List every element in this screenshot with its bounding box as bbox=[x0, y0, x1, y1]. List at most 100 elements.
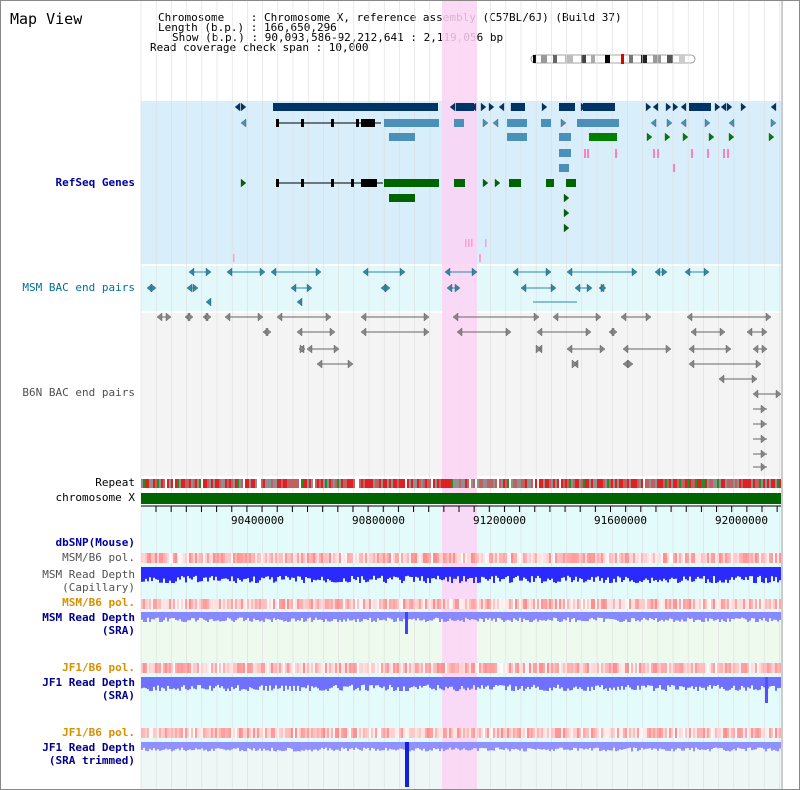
jf1-pol-mark bbox=[641, 728, 643, 738]
jf1-sra-depth bbox=[761, 677, 763, 687]
jf1-sra-depth bbox=[457, 677, 459, 691]
jf1-pol-mark bbox=[575, 663, 577, 673]
jf1-pol-mark bbox=[497, 663, 499, 673]
track-label-chromosome[interactable]: chromosome X bbox=[55, 491, 135, 504]
msm-pol-mark bbox=[751, 553, 753, 563]
jf1-trimmed-depth bbox=[373, 742, 375, 749]
jf1-pol-mark bbox=[147, 663, 149, 673]
jf1-pol-mark bbox=[341, 663, 343, 673]
repeat-mark bbox=[421, 479, 423, 488]
repeat-mark bbox=[361, 479, 363, 488]
axis-tick-label: 91200000 bbox=[473, 514, 526, 527]
repeat-mark bbox=[151, 479, 153, 488]
repeat-mark bbox=[451, 479, 453, 488]
jf1-trimmed-depth bbox=[337, 742, 339, 750]
jf1-pol-mark bbox=[475, 728, 477, 738]
jf1-pol-mark bbox=[705, 728, 707, 738]
msm-capillary-depth bbox=[407, 567, 409, 576]
selected-region-highlight[interactable] bbox=[442, 1, 477, 789]
repeat-mark bbox=[647, 479, 649, 488]
jf1-trimmed-depth bbox=[231, 742, 233, 750]
jf1-sra-depth bbox=[519, 677, 521, 689]
msm-capillary-depth bbox=[363, 567, 365, 580]
msm-capillary-depth bbox=[171, 567, 173, 583]
msm-pol-mark bbox=[471, 599, 473, 609]
repeat-mark bbox=[659, 479, 661, 488]
jf1-pol-mark bbox=[513, 663, 515, 673]
jf1-trimmed-depth bbox=[289, 742, 291, 749]
msm-sra-depth bbox=[321, 612, 323, 621]
repeat-mark bbox=[459, 479, 461, 488]
jf1-sra-depth bbox=[381, 677, 383, 689]
snp-mark bbox=[653, 149, 655, 158]
jf1-pol-mark bbox=[159, 663, 161, 673]
repeat-mark bbox=[623, 479, 625, 488]
msm-capillary-depth bbox=[591, 567, 593, 577]
track-label-jf1-sra-1[interactable]: JF1 Read Depth bbox=[42, 676, 135, 689]
msm-pol-mark bbox=[325, 553, 327, 563]
msm-capillary-depth bbox=[353, 567, 355, 580]
jf1-pol-mark bbox=[157, 728, 159, 738]
track-label-b6n-bac[interactable]: B6N BAC end pairs bbox=[22, 386, 135, 399]
msm-pol-mark bbox=[305, 599, 307, 609]
jf1-trimmed-depth bbox=[669, 742, 671, 751]
track-label-refseq-genes[interactable]: RefSeq Genes bbox=[55, 176, 135, 189]
jf1-sra-depth bbox=[351, 677, 353, 685]
strand-arrow bbox=[186, 283, 193, 293]
msm-capillary-depth bbox=[545, 567, 547, 582]
jf1-trimmed-depth bbox=[565, 742, 567, 750]
repeat-mark bbox=[313, 479, 315, 488]
msm-pol-mark bbox=[627, 553, 629, 563]
strand-arrow bbox=[449, 102, 456, 112]
msm-capillary-depth bbox=[739, 567, 741, 577]
track-label-msm-bac[interactable]: MSM BAC end pairs bbox=[22, 281, 135, 294]
track-label-msm-pol-1[interactable]: MSM/B6 pol. bbox=[62, 551, 135, 564]
track-label-msm-sra-1[interactable]: MSM Read Depth bbox=[42, 611, 135, 624]
repeat-mark bbox=[201, 479, 203, 488]
msm-pol-mark bbox=[559, 599, 561, 609]
msm-sra-depth bbox=[739, 612, 741, 619]
msm-pol-mark bbox=[435, 599, 437, 609]
msm-sra-depth bbox=[715, 612, 717, 621]
msm-capillary-depth bbox=[697, 567, 699, 577]
repeat-mark bbox=[215, 479, 217, 488]
track-label-repeat[interactable]: Repeat bbox=[95, 476, 135, 489]
track-label-msm-capillary-1[interactable]: MSM Read Depth bbox=[42, 568, 135, 581]
jf1-sra-depth bbox=[625, 677, 627, 688]
track-label-jf1-pol-1[interactable]: JF1/B6 pol. bbox=[62, 661, 135, 674]
msm-pol-mark bbox=[451, 599, 453, 609]
msm-capillary-depth bbox=[609, 567, 611, 583]
msm-capillary-depth bbox=[245, 567, 247, 579]
strand-arrow bbox=[492, 118, 499, 128]
chromosome-ideogram[interactable] bbox=[529, 53, 699, 65]
msm-capillary-depth bbox=[299, 567, 301, 577]
msm-capillary-depth bbox=[253, 567, 255, 577]
jf1-pol-mark bbox=[497, 728, 499, 738]
track-label-dbsnp[interactable]: dbSNP(Mouse) bbox=[55, 536, 135, 549]
msm-pol-mark bbox=[233, 553, 235, 563]
jf1-trimmed-depth bbox=[649, 742, 651, 749]
jf1-trimmed-depth bbox=[631, 742, 633, 752]
jf1-sra-depth bbox=[723, 677, 725, 690]
msm-pol-mark bbox=[423, 599, 425, 609]
msm-capillary-depth bbox=[653, 567, 655, 581]
jf1-pol-mark bbox=[493, 728, 495, 738]
jf1-pol-mark bbox=[329, 728, 331, 738]
jf1-sra-depth bbox=[731, 677, 733, 689]
msm-pol-mark bbox=[723, 553, 725, 563]
jf1-pol-mark bbox=[155, 663, 157, 673]
msm-sra-depth bbox=[287, 612, 289, 622]
jf1-sra-depth bbox=[163, 677, 165, 689]
track-label-jf1-trimmed-1[interactable]: JF1 Read Depth bbox=[42, 741, 135, 754]
jf1-pol-mark bbox=[247, 663, 249, 673]
jf1-pol-mark bbox=[291, 663, 293, 673]
msm-capillary-depth bbox=[759, 567, 761, 576]
jf1-sra-depth bbox=[237, 677, 239, 686]
msm-pol-mark bbox=[405, 599, 407, 609]
track-label-jf1-pol-2[interactable]: JF1/B6 pol. bbox=[62, 726, 135, 739]
msm-sra-depth bbox=[437, 612, 439, 619]
jf1-sra-depth bbox=[297, 677, 299, 686]
msm-sra-depth bbox=[675, 612, 677, 621]
track-label-msm-pol-2[interactable]: MSM/B6 pol. bbox=[62, 596, 135, 609]
